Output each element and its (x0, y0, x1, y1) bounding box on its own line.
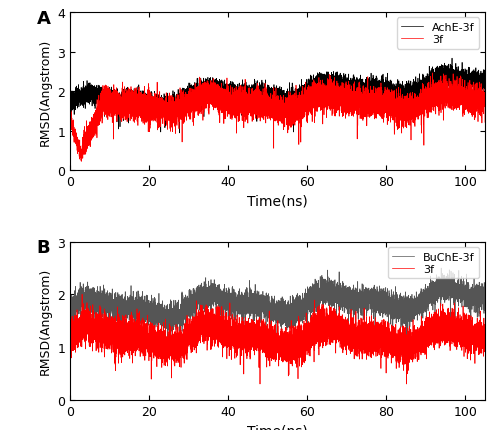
3f (445, 94, 451, 99)
Text: B: B (37, 239, 51, 257)
AchE-3f (445, 80, 451, 85)
Line: AchE-3f: AchE-3f (70, 59, 485, 134)
3f (74, 132, 80, 137)
BuChE-3f (67, 307, 73, 313)
BuChE-3f (286, 313, 292, 318)
3f (74, 134, 80, 139)
3f (450, 97, 456, 102)
Line: 3f: 3f (70, 295, 485, 384)
Line: BuChE-3f: BuChE-3f (70, 268, 485, 351)
BuChE-3f (74, 295, 80, 300)
X-axis label: Time(ns): Time(ns) (247, 194, 308, 208)
BuChE-3f (273, 349, 279, 354)
AchE-3f (286, 94, 292, 99)
AchE-3f (184, 84, 190, 89)
3f (430, 71, 436, 76)
3f (445, 318, 451, 323)
3f (184, 104, 190, 110)
AchE-3f (450, 68, 456, 73)
AchE-3f (74, 102, 80, 108)
BuChE-3f (438, 266, 444, 271)
Line: 3f: 3f (70, 74, 485, 162)
AchE-3f (67, 100, 73, 105)
BuChE-3f (184, 307, 190, 312)
3f (184, 350, 190, 356)
BuChE-3f (482, 306, 488, 311)
BuChE-3f (450, 284, 456, 289)
Y-axis label: RMSD(Angstrom): RMSD(Angstrom) (38, 38, 52, 145)
AchE-3f (74, 93, 80, 98)
Legend: BuChE-3f, 3f: BuChE-3f, 3f (388, 248, 480, 279)
Legend: AchE-3f, 3f: AchE-3f, 3f (397, 18, 479, 49)
BuChE-3f (445, 284, 451, 289)
3f (286, 107, 292, 112)
AchE-3f (176, 131, 182, 136)
Text: A: A (37, 10, 51, 28)
3f (67, 329, 73, 335)
3f (482, 120, 488, 126)
3f (286, 372, 292, 378)
X-axis label: Time(ns): Time(ns) (247, 423, 308, 430)
3f (67, 110, 73, 115)
AchE-3f (449, 56, 455, 61)
AchE-3f (482, 79, 488, 84)
3f (74, 316, 80, 321)
BuChE-3f (74, 297, 80, 302)
3f (482, 341, 488, 346)
3f (74, 328, 80, 333)
3f (78, 160, 84, 165)
3f (450, 327, 456, 332)
3f (79, 292, 85, 297)
3f (257, 381, 263, 387)
Y-axis label: RMSD(Angstrom): RMSD(Angstrom) (38, 267, 52, 375)
